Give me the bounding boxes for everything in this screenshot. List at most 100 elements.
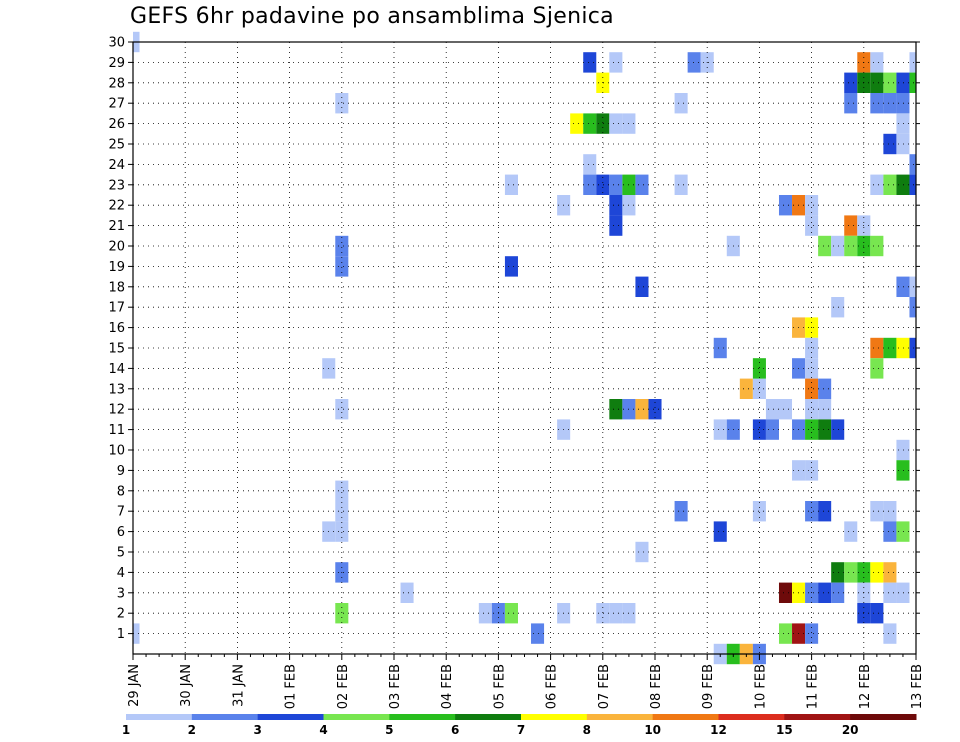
heatmap-cell — [883, 582, 897, 603]
heatmap-cell — [504, 256, 518, 277]
colorbar-label: 10 — [644, 723, 661, 737]
y-tick-label: 12 — [108, 403, 125, 418]
heatmap-cell — [909, 174, 916, 195]
heatmap-cells — [133, 31, 916, 665]
heatmap-cell — [870, 562, 884, 583]
y-tick-label: 13 — [108, 382, 125, 397]
colorbar-label: 1 — [122, 723, 130, 737]
heatmap-cell — [870, 501, 884, 522]
heatmap-cell — [883, 174, 897, 195]
heatmap-cell — [831, 562, 845, 583]
heatmap-cell — [531, 623, 545, 644]
chart-title: GEFS 6hr padavine po ansamblima Sjenica — [130, 4, 614, 29]
colorbar-segment — [126, 714, 193, 720]
heatmap-cell — [583, 174, 597, 195]
y-tick-label: 20 — [108, 240, 125, 255]
heatmap-cell — [896, 337, 910, 359]
y-tick-label: 15 — [108, 342, 125, 357]
heatmap-cell — [635, 399, 649, 420]
heatmap-cell — [648, 399, 662, 420]
colorbar-label: 8 — [583, 723, 591, 737]
x-tick-label: 06 FEB — [545, 664, 560, 709]
colorbar-segment — [389, 714, 456, 720]
colorbar-segment — [191, 714, 259, 720]
heatmap-cell — [909, 52, 916, 73]
y-tick-label: 14 — [108, 362, 125, 377]
y-tick-label: 21 — [108, 219, 125, 234]
colorbar-label: 5 — [385, 723, 393, 737]
heatmap-cell — [909, 337, 916, 359]
heatmap-cell — [831, 582, 845, 603]
heatmap-cell — [635, 541, 649, 563]
heatmap-cell — [335, 501, 349, 522]
heatmap-cell — [596, 113, 610, 134]
x-tick-label: 07 FEB — [597, 664, 612, 709]
colorbar-segment — [718, 714, 785, 720]
y-tick-label: 18 — [108, 280, 125, 295]
heatmap-cell — [335, 399, 349, 420]
colorbar-segment — [850, 714, 917, 720]
colorbar-segment — [784, 714, 851, 720]
heatmap-cell — [805, 378, 819, 399]
colorbar-segment — [521, 714, 588, 720]
heatmap-cell — [870, 358, 884, 379]
heatmap-cell — [805, 460, 819, 481]
heatmap-cell — [778, 195, 793, 216]
heatmap-cell — [752, 358, 766, 379]
colorbar-label: 15 — [776, 723, 793, 737]
colorbar-label: 20 — [842, 723, 859, 737]
heatmap-cell — [504, 603, 518, 624]
heatmap-cell — [335, 256, 349, 277]
heatmap-cell — [844, 521, 858, 542]
colorbar: 1 2 3 4 5 6 7 8 10 12 15 20 — [122, 714, 917, 737]
x-tick-label: 31 JAN — [231, 664, 246, 707]
heatmap-cell — [583, 52, 597, 73]
heatmap-cell — [805, 358, 819, 379]
heatmap-cell — [844, 72, 858, 93]
heatmap-cell — [844, 235, 858, 257]
y-tick-label: 19 — [108, 260, 125, 275]
x-tick-label: 01 FEB — [284, 664, 299, 709]
heatmap-cell — [335, 480, 349, 501]
heatmap-cell — [870, 72, 884, 93]
heatmap-cell — [674, 93, 688, 114]
heatmap-cell — [713, 337, 727, 359]
heatmap-cell — [752, 501, 766, 522]
heatmap-cell — [583, 113, 597, 134]
x-tick-label: 08 FEB — [649, 664, 664, 709]
x-tick-label: 05 FEB — [492, 664, 507, 709]
heatmap-cell — [687, 52, 701, 73]
heatmap-cell — [896, 113, 910, 134]
y-tick-label: 28 — [108, 76, 125, 91]
y-tick-label: 4 — [117, 566, 125, 581]
y-tick-label: 1 — [117, 627, 125, 642]
heatmap-cell — [335, 235, 349, 257]
heatmap-cell — [583, 154, 597, 175]
heatmap-cell — [713, 521, 727, 542]
heatmap-cell — [883, 93, 897, 114]
colorbar-segment — [323, 714, 390, 720]
heatmap-cell — [844, 215, 858, 236]
heatmap-cell — [596, 603, 610, 624]
heatmap-cell — [596, 174, 610, 195]
heatmap-cell — [609, 603, 623, 624]
heatmap-cell — [883, 72, 897, 93]
y-tick-label: 10 — [108, 444, 125, 459]
heatmap-cell — [870, 52, 884, 73]
y-tick-label: 5 — [117, 546, 125, 561]
x-tick-label: 12 FEB — [858, 664, 873, 709]
heatmap-cell — [831, 235, 845, 257]
heatmap-cell — [570, 113, 584, 134]
y-tick-label: 23 — [108, 178, 125, 193]
y-tick-label: 17 — [108, 301, 125, 316]
x-tick-label: 10 FEB — [753, 664, 768, 709]
colorbar-label: 3 — [253, 723, 261, 737]
y-tick-label: 16 — [108, 321, 125, 336]
heatmap-cell — [674, 174, 688, 195]
x-tick-label: 09 FEB — [701, 664, 716, 709]
y-tick-label: 6 — [117, 525, 125, 540]
heatmap-cell — [778, 623, 793, 644]
heatmap-cell — [478, 603, 492, 624]
heatmap-cell — [870, 603, 884, 624]
